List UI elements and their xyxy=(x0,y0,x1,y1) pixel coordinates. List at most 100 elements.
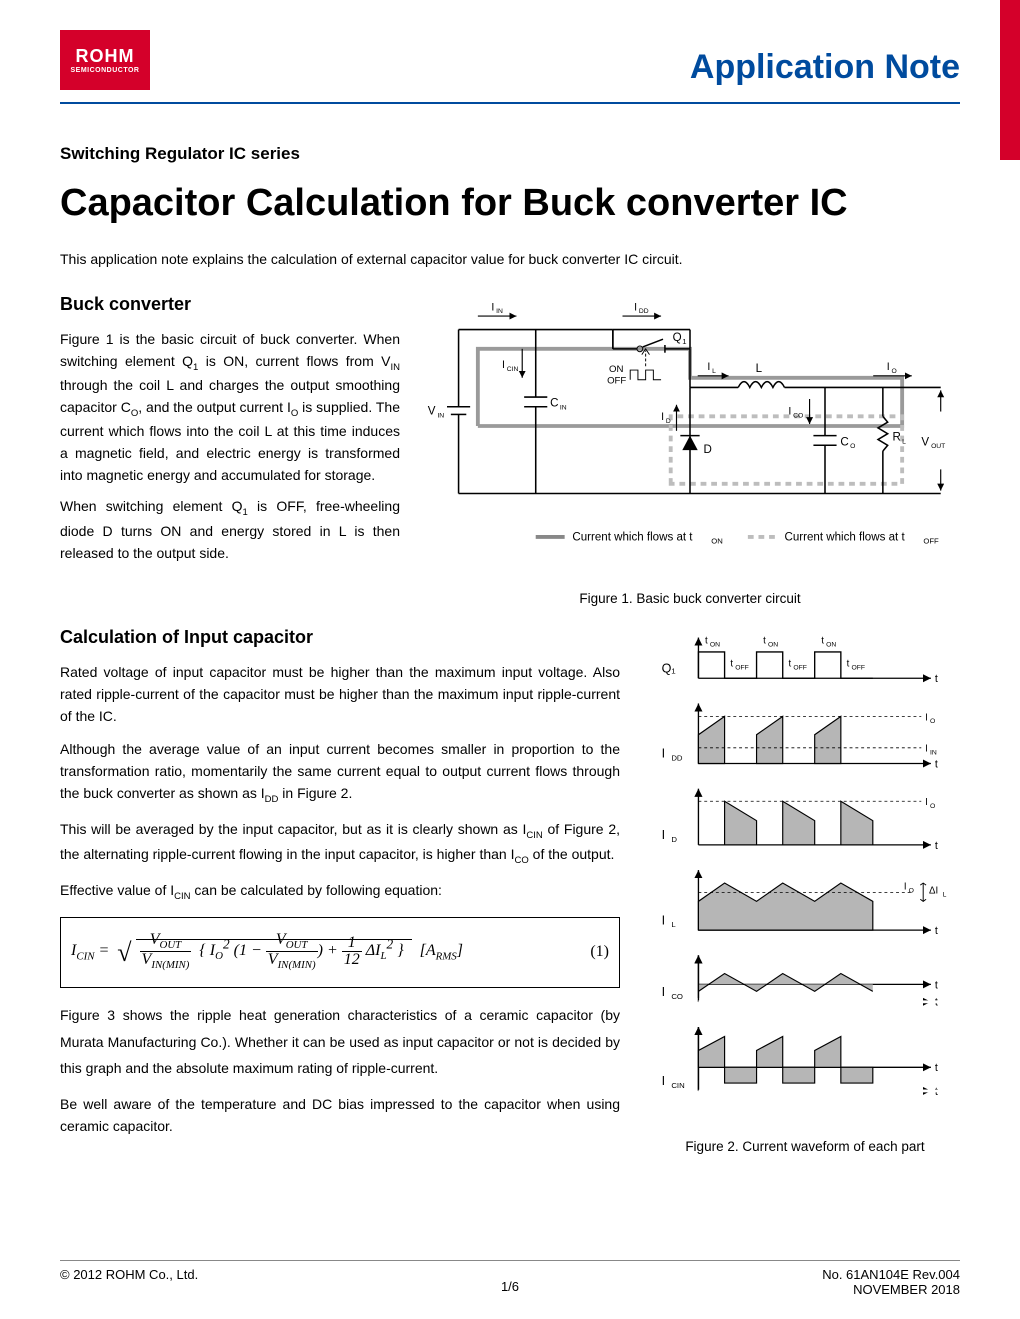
section2-p4: Effective value of ICIN can be calculate… xyxy=(60,880,620,905)
brand-logo: ROHM SEMICONDUCTOR xyxy=(60,30,150,90)
svg-text:L: L xyxy=(943,892,947,899)
svg-text:OFF: OFF xyxy=(607,376,626,387)
section2-p6: Be well aware of the temperature and DC … xyxy=(60,1094,620,1137)
svg-text:D: D xyxy=(666,418,671,425)
svg-text:I: I xyxy=(502,359,505,371)
svg-text:ON: ON xyxy=(711,537,723,546)
svg-text:OFF: OFF xyxy=(851,665,865,672)
svg-text:I: I xyxy=(661,411,664,423)
accent-bar xyxy=(1000,0,1020,160)
footer: © 2012 ROHM Co., Ltd. 1/6 No. 61AN104E R… xyxy=(60,1260,960,1297)
svg-text:CO: CO xyxy=(793,412,803,419)
section2-p1: Rated voltage of input capacitor must be… xyxy=(60,662,620,727)
equation-number: (1) xyxy=(590,940,609,965)
svg-text:L: L xyxy=(756,363,763,375)
svg-text:C: C xyxy=(840,436,848,448)
svg-text:O: O xyxy=(909,888,914,895)
svg-text:I: I xyxy=(491,301,494,313)
figure1: IIN ICIN CIN IDD xyxy=(420,291,960,606)
svg-text:C: C xyxy=(550,398,558,410)
svg-text:CIN: CIN xyxy=(671,1081,684,1090)
intro-text: This application note explains the calcu… xyxy=(60,251,960,267)
svg-text:t: t xyxy=(935,840,938,852)
section2-p3: This will be averaged by the input capac… xyxy=(60,819,620,868)
svg-text:I: I xyxy=(707,361,710,373)
page-title: Capacitor Calculation for Buck converter… xyxy=(60,182,960,225)
svg-text:Q₁: Q₁ xyxy=(662,662,676,676)
series-label: Switching Regulator IC series xyxy=(60,144,960,164)
equation-1: ICIN = √ VOUT VIN(MIN) { IO2 (1 − VOUT V… xyxy=(60,917,620,989)
svg-text:OFF: OFF xyxy=(793,665,807,672)
brand-name: ROHM xyxy=(76,46,135,67)
appnote-title: Application Note xyxy=(690,48,960,87)
svg-text:t: t xyxy=(847,659,850,670)
svg-text:IN: IN xyxy=(496,308,503,315)
svg-text:L: L xyxy=(712,368,716,375)
section1-p2: When switching element Q1 is OFF, free-w… xyxy=(60,496,400,564)
header: ROHM SEMICONDUCTOR Application Note xyxy=(60,30,960,104)
svg-text:L: L xyxy=(671,921,676,930)
svg-text:OFF: OFF xyxy=(923,537,939,546)
figure2-caption: Figure 2. Current waveform of each part xyxy=(650,1139,960,1154)
svg-text:I: I xyxy=(904,882,907,893)
svg-text:t: t xyxy=(935,925,938,937)
svg-text:IN: IN xyxy=(437,412,444,419)
svg-text:I: I xyxy=(662,1074,666,1088)
svg-text:O: O xyxy=(850,443,855,450)
svg-text:t: t xyxy=(730,659,733,670)
section1-p1: Figure 1 is the basic circuit of buck co… xyxy=(60,329,400,487)
svg-text:t: t xyxy=(705,636,708,647)
svg-text:I: I xyxy=(662,828,666,842)
svg-text:V: V xyxy=(921,436,929,448)
svg-text:t: t xyxy=(935,980,938,992)
svg-text:I: I xyxy=(925,744,928,755)
footer-center: 1/6 xyxy=(60,1279,960,1294)
svg-text:IN: IN xyxy=(930,750,937,757)
svg-text:t: t xyxy=(788,659,791,670)
svg-text:O: O xyxy=(892,368,897,375)
svg-text:Q: Q xyxy=(673,332,682,344)
svg-text:t: t xyxy=(935,1062,938,1074)
svg-text:I: I xyxy=(662,747,666,761)
section2-heading: Calculation of Input capacitor xyxy=(60,624,620,652)
svg-text:t: t xyxy=(821,636,824,647)
svg-text:O: O xyxy=(930,803,935,810)
svg-text:I: I xyxy=(662,985,666,999)
svg-text:D: D xyxy=(703,444,711,456)
svg-text:IN: IN xyxy=(560,405,567,412)
svg-text:D: D xyxy=(671,835,677,844)
svg-text:ON: ON xyxy=(826,642,836,649)
section2-p2: Although the average value of an input c… xyxy=(60,739,620,807)
svg-text:OFF: OFF xyxy=(735,665,749,672)
svg-text:I: I xyxy=(887,361,890,373)
svg-text:V: V xyxy=(428,405,436,417)
svg-text:OUT: OUT xyxy=(931,443,945,450)
svg-text:t: t xyxy=(935,759,938,771)
svg-text:R: R xyxy=(892,431,900,443)
svg-text:ON: ON xyxy=(768,642,778,649)
fig1-legend-on: Current which flows at t xyxy=(572,532,693,544)
svg-text:I: I xyxy=(925,713,928,724)
svg-text:ON: ON xyxy=(609,364,623,375)
section1-heading: Buck converter xyxy=(60,291,400,319)
svg-text:I: I xyxy=(788,405,791,417)
svg-text:t: t xyxy=(763,636,766,647)
svg-text:I: I xyxy=(634,301,637,313)
figure1-caption: Figure 1. Basic buck converter circuit xyxy=(420,591,960,606)
svg-text:I: I xyxy=(662,914,666,928)
figure2: tQ₁tONtOFFtONtOFFtONtOFFtIDDIOIINtIDIOtI… xyxy=(650,624,960,1154)
svg-text:DD: DD xyxy=(671,754,683,763)
fig1-legend-off: Current which flows at t xyxy=(784,532,905,544)
section2-p5: Figure 3 shows the ripple heat generatio… xyxy=(60,1002,620,1082)
brand-sub: SEMICONDUCTOR xyxy=(71,67,140,74)
svg-text:L: L xyxy=(902,438,906,445)
svg-text:O: O xyxy=(930,718,935,725)
svg-text:CIN: CIN xyxy=(507,366,519,373)
svg-text:CO: CO xyxy=(671,992,683,1001)
svg-text:ΔI: ΔI xyxy=(929,886,938,897)
svg-text:1: 1 xyxy=(682,337,686,346)
figure1-svg: IIN ICIN CIN IDD xyxy=(420,291,960,580)
svg-text:ON: ON xyxy=(710,642,720,649)
svg-text:DD: DD xyxy=(639,308,649,315)
svg-text:t: t xyxy=(935,673,938,685)
